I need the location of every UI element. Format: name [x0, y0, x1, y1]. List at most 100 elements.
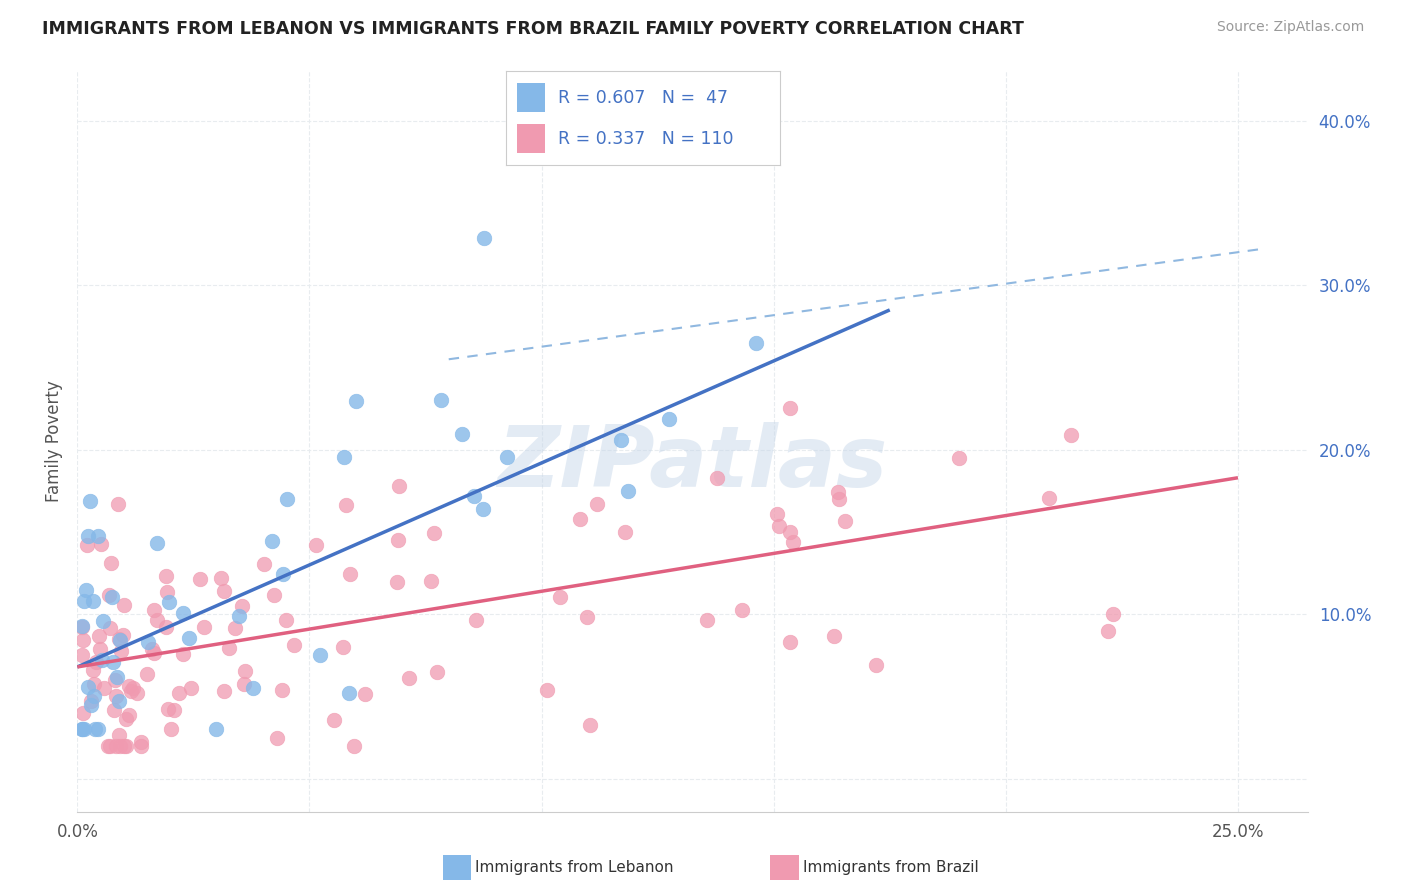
Point [141, 641, 163, 656]
Point [98, 621, 121, 635]
Point [332, 450, 354, 465]
Point [323, 713, 346, 727]
Point [90, 537, 112, 551]
Point [1038, 491, 1060, 506]
Point [108, 739, 131, 753]
Point [114, 712, 136, 726]
Point [779, 524, 801, 539]
Point [782, 535, 804, 549]
Point [548, 591, 571, 605]
Point [136, 634, 159, 648]
Point [76, 529, 98, 543]
Point [209, 570, 232, 584]
Point [578, 718, 600, 732]
Point [242, 681, 264, 695]
Point [823, 629, 845, 643]
Point [188, 572, 211, 586]
Point [1060, 427, 1083, 442]
Point [224, 621, 246, 635]
Point [114, 739, 136, 753]
Point [472, 231, 495, 245]
Text: Source: ZipAtlas.com: Source: ZipAtlas.com [1216, 20, 1364, 34]
Point [104, 673, 127, 688]
Point [332, 640, 354, 655]
Point [270, 682, 292, 697]
Point [82, 663, 104, 677]
Point [568, 511, 591, 525]
Point [388, 479, 411, 493]
Point [172, 647, 194, 661]
Point [75, 582, 97, 597]
Bar [517, 124, 544, 153]
Point [155, 568, 177, 582]
Text: ZIPatlas: ZIPatlas [498, 422, 887, 505]
Point [613, 524, 636, 539]
Point [263, 588, 285, 602]
Point [309, 648, 332, 662]
Point [112, 599, 135, 613]
Point [731, 603, 754, 617]
Point [82, 594, 104, 608]
Point [72, 633, 94, 648]
Point [91, 615, 114, 629]
Point [107, 497, 129, 511]
Point [70, 648, 93, 663]
Point [73, 723, 96, 737]
Point [233, 665, 256, 679]
Point [260, 533, 283, 548]
Point [426, 665, 449, 680]
Point [118, 708, 141, 723]
Point [80, 694, 103, 708]
Point [271, 566, 294, 581]
Point [145, 614, 167, 628]
Point [419, 574, 441, 588]
Point [83, 677, 105, 691]
Point [423, 526, 446, 541]
Point [83, 690, 105, 704]
Point [120, 683, 142, 698]
Point [658, 411, 681, 425]
Point [1102, 607, 1125, 622]
Point [450, 427, 472, 442]
Point [103, 703, 125, 717]
Point [129, 739, 152, 753]
Point [70, 620, 93, 634]
Point [108, 694, 131, 708]
Point [79, 493, 101, 508]
Point [76, 537, 98, 551]
Point [253, 557, 276, 571]
Point [73, 594, 96, 608]
Point [169, 686, 191, 700]
Point [779, 401, 801, 416]
Point [465, 613, 488, 627]
Point [157, 701, 180, 715]
Point [305, 538, 328, 552]
Point [98, 588, 121, 602]
Point [157, 595, 180, 609]
Point [121, 681, 143, 695]
Point [617, 484, 640, 499]
Point [93, 681, 115, 695]
Point [97, 739, 120, 753]
Point [112, 739, 135, 753]
Point [463, 489, 485, 503]
Bar [517, 83, 544, 112]
Point [827, 485, 849, 500]
Point [142, 647, 165, 661]
Point [98, 739, 121, 753]
Point [536, 683, 558, 698]
Point [218, 641, 240, 656]
Point [163, 703, 186, 717]
Point [70, 723, 93, 737]
Point [146, 536, 169, 550]
Point [205, 723, 228, 737]
Point [496, 450, 519, 464]
Point [87, 629, 110, 643]
Text: Immigrants from Lebanon: Immigrants from Lebanon [475, 860, 673, 874]
Point [768, 519, 790, 533]
Point [160, 722, 183, 736]
Point [212, 583, 235, 598]
Point [172, 606, 194, 620]
Point [193, 620, 215, 634]
Point [344, 394, 367, 409]
